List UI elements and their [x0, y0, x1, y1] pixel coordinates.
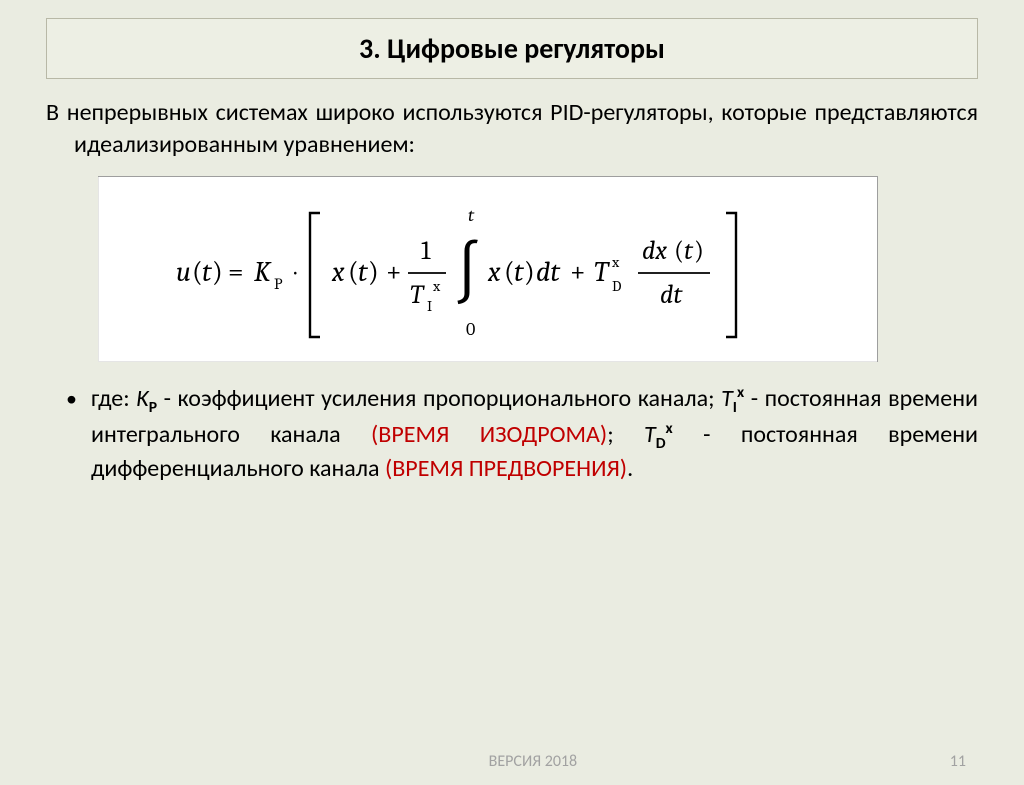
def-pre: где:: [91, 384, 136, 413]
svg-text:P: P: [274, 275, 283, 293]
intro-paragraph: В непрерывных системах широко используют…: [46, 97, 978, 162]
td-sup: x: [666, 419, 673, 438]
svg-text:+: +: [386, 256, 402, 288]
svg-text:u: u: [176, 256, 191, 288]
svg-text:T: T: [410, 280, 425, 310]
ti-symbol: T: [721, 384, 733, 413]
svg-text:x: x: [487, 256, 501, 288]
svg-text:): ): [524, 256, 535, 288]
content-area: В непрерывных системах широко используют…: [0, 79, 1024, 486]
equation-svg: u ( t ) = K P · x ( t ) + 1 T: [98, 177, 878, 363]
svg-text:): ): [212, 256, 223, 288]
kp-sub: P: [149, 398, 157, 417]
svg-text:∫: ∫: [454, 235, 481, 309]
svg-text:·: ·: [294, 258, 297, 286]
svg-text:dx: dx: [642, 236, 667, 266]
definition-text: где: KP - коэффициент усиления пропорцио…: [91, 382, 978, 486]
td-sub: D: [656, 433, 666, 452]
sep: ;: [607, 420, 644, 449]
page-number: 11: [950, 752, 966, 771]
svg-text:t: t: [684, 236, 694, 266]
page-title: 3. Цифровые регуляторы: [47, 31, 977, 66]
svg-text:1: 1: [421, 236, 431, 266]
svg-text:): ): [368, 256, 379, 288]
svg-text:dt: dt: [536, 256, 561, 288]
def-end: .: [627, 454, 633, 483]
svg-text:x: x: [331, 256, 345, 288]
svg-text:t: t: [468, 205, 475, 226]
svg-text:=: =: [228, 256, 244, 288]
svg-text:(: (: [674, 236, 684, 266]
kp-desc: - коэффициент усиления пропорционального…: [157, 384, 721, 413]
svg-text:): ): [694, 236, 704, 266]
title-panel: 3. Цифровые регуляторы: [46, 18, 978, 79]
svg-text:x: x: [611, 253, 620, 271]
kp-symbol: K: [136, 384, 148, 413]
svg-text:K: K: [254, 256, 272, 288]
izodrom-label: (ВРЕМЯ ИЗОДРОМА): [371, 420, 607, 449]
svg-text:0: 0: [466, 319, 475, 340]
svg-text:T: T: [594, 256, 610, 288]
definition-bullet: • где: KP - коэффициент усиления пропорц…: [46, 382, 978, 486]
footer: ВЕРСИЯ 2018 11: [0, 752, 1024, 771]
equation-box: u ( t ) = K P · x ( t ) + 1 T: [98, 176, 878, 362]
version-label: ВЕРСИЯ 2018: [431, 752, 578, 771]
predvorenie-label: (ВРЕМЯ ПРЕДВОРЕНИЯ): [385, 454, 627, 483]
td-symbol: T: [644, 420, 656, 449]
bullet-marker: •: [66, 382, 77, 415]
svg-text:x: x: [432, 277, 441, 295]
svg-text:D: D: [612, 277, 621, 295]
svg-text:I: I: [427, 297, 432, 315]
svg-text:+: +: [570, 256, 586, 288]
svg-text:dt: dt: [660, 280, 683, 310]
